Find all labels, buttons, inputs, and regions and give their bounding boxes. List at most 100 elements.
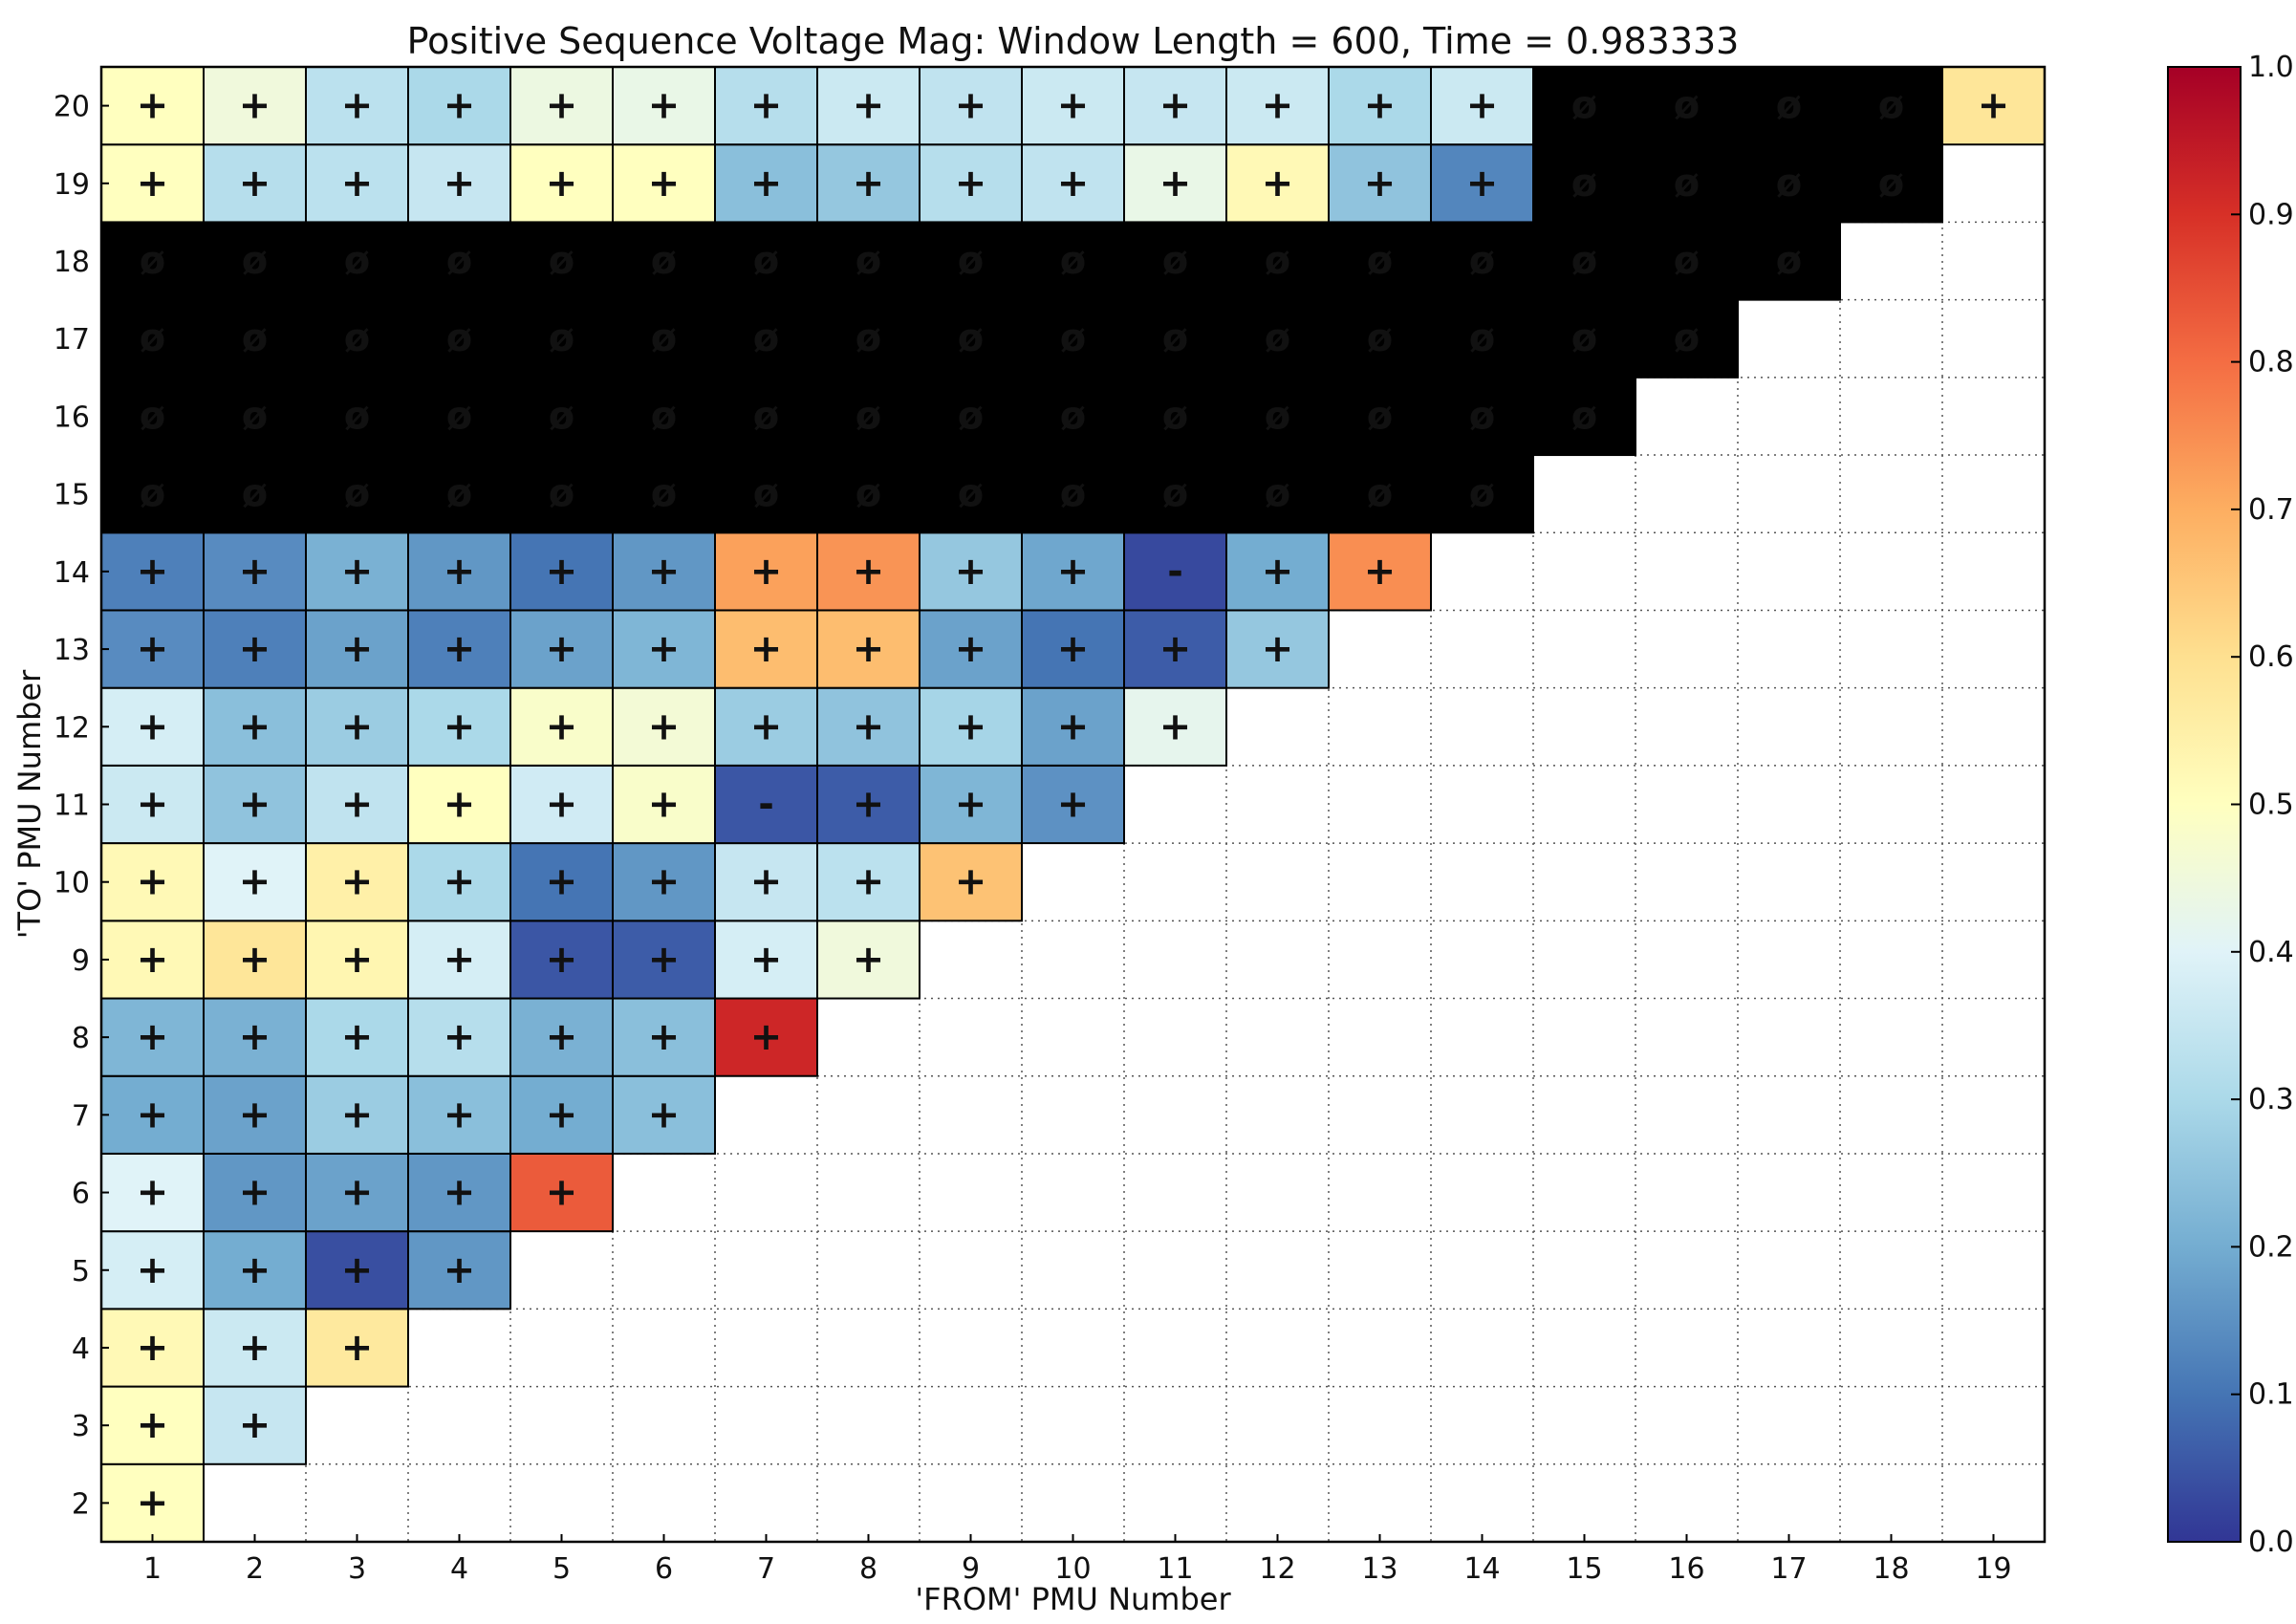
cell-rect [1021, 221, 1125, 301]
x-tick-label: 9 [962, 1552, 980, 1586]
heatmap-cell: + [1123, 66, 1227, 146]
y-tick-label: 9 [72, 944, 90, 978]
heatmap-cell: ø [1737, 221, 1841, 301]
cell-rect [203, 997, 307, 1077]
cell-rect [1635, 298, 1739, 379]
x-tick-label: 3 [348, 1552, 366, 1586]
colorbar-tick-label: 0.3 [2248, 1083, 2294, 1116]
heatmap-cell: + [203, 143, 307, 224]
y-axis-ticks: 2 3 4 5 6 7 8 9 10 11 12 13 14 15 16 17 18 19 20 [54, 91, 109, 1521]
cell-rect [1021, 686, 1125, 767]
heatmap-cell: + [407, 1152, 511, 1233]
heatmap-cell: + [100, 1385, 205, 1465]
heatmap-cell: + [1430, 66, 1534, 146]
cell-sign-symbol: + [546, 550, 578, 594]
cell-empty-symbol: ø [651, 472, 677, 516]
cell-sign-symbol: + [853, 84, 885, 128]
heatmap-cell: + [1021, 609, 1125, 689]
heatmap-cell: ø [305, 298, 409, 379]
heatmap-cell: - [1123, 531, 1227, 612]
cell-rect [1430, 298, 1534, 379]
x-tick-label: 2 [246, 1552, 264, 1586]
cell-rect [714, 66, 818, 146]
heatmap-cell: + [100, 1462, 205, 1543]
heatmap-cell: + [612, 609, 716, 689]
cell-rect [305, 454, 409, 534]
cell-sign-symbol: + [546, 627, 578, 671]
x-tick-label: 6 [655, 1552, 673, 1586]
cell-empty-symbol: ø [446, 394, 472, 438]
cell-sign-symbol: + [239, 1326, 271, 1370]
cell-sign-symbol: + [137, 1248, 169, 1292]
colorbar-tick-label: 0.9 [2248, 198, 2294, 231]
cell-empty-symbol: ø [1265, 239, 1290, 283]
cell-sign-symbol: + [239, 1403, 271, 1447]
x-tick-label: 4 [450, 1552, 468, 1586]
cell-sign-symbol: + [955, 84, 987, 128]
x-axis-label: 'FROM' PMU Number [915, 1581, 1231, 1617]
cell-sign-symbol: + [955, 704, 987, 748]
heatmap-cell: ø [714, 454, 818, 534]
cell-empty-symbol: ø [1776, 84, 1802, 128]
cell-sign-symbol: + [1057, 783, 1090, 827]
heatmap-cell: + [100, 686, 205, 767]
y-tick-label: 12 [54, 711, 90, 745]
cell-rect [509, 997, 614, 1077]
cell-empty-symbol: ø [856, 239, 881, 283]
cell-rect [1737, 143, 1841, 224]
cell-rect [919, 298, 1023, 379]
cell-rect [509, 609, 614, 689]
cell-sign-symbol: + [137, 550, 169, 594]
cell-rect [407, 66, 511, 146]
cell-rect [509, 454, 614, 534]
cell-rect [1123, 454, 1227, 534]
y-axis-label: 'TO' PMU Number [11, 669, 48, 939]
cell-empty-symbol: ø [549, 394, 574, 438]
heatmap-cell: + [612, 997, 716, 1077]
cell-empty-symbol: ø [446, 472, 472, 516]
cell-sign-symbol: + [444, 1248, 476, 1292]
cell-sign-symbol: + [341, 1171, 374, 1215]
heatmap-cell: + [203, 1230, 307, 1310]
cell-rect [1839, 143, 1943, 224]
cell-rect [1225, 454, 1330, 534]
cell-sign-symbol: + [546, 704, 578, 748]
cell-rect [407, 298, 511, 379]
heatmap-cell: + [305, 1230, 409, 1310]
cell-empty-symbol: ø [1571, 84, 1597, 128]
cell-rect [1635, 143, 1739, 224]
heatmap-cell: + [509, 842, 614, 922]
cell-sign-symbol: + [341, 938, 374, 982]
cell-sign-symbol: + [137, 1403, 169, 1447]
cell-sign-symbol: + [444, 1171, 476, 1215]
cell-empty-symbol: ø [1571, 239, 1597, 283]
y-tick-label: 15 [54, 479, 90, 512]
heatmap-cell: + [1123, 143, 1227, 224]
cell-empty-symbol: ø [856, 472, 881, 516]
heatmap-cell: + [1021, 143, 1125, 224]
heatmap-cell: + [509, 143, 614, 224]
heatmap-cell: ø [407, 221, 511, 301]
cell-sign-symbol: + [648, 84, 681, 128]
heatmap-cell: ø [1225, 221, 1330, 301]
heatmap-cell: ø [1123, 221, 1227, 301]
cell-sign-symbol: + [1364, 84, 1397, 128]
heatmap-cell: + [816, 143, 921, 224]
cell-empty-symbol: ø [1776, 239, 1802, 283]
cell-rect [816, 298, 921, 379]
cell-rect [1532, 221, 1636, 301]
heatmap-cell: + [1021, 531, 1125, 612]
heatmap-cell: + [305, 920, 409, 1000]
cell-rect [203, 764, 307, 845]
y-tick-label: 19 [54, 168, 90, 202]
cell-empty-symbol: ø [1674, 84, 1700, 128]
cell-rect [1328, 66, 1432, 146]
heatmap-cell: ø [1430, 221, 1534, 301]
cell-sign-symbol: + [955, 627, 987, 671]
cell-sign-symbol: + [341, 162, 374, 206]
heatmap-cell: ø [1839, 143, 1943, 224]
heatmap-cell: + [305, 997, 409, 1077]
cell-sign-symbol: + [750, 550, 783, 594]
y-tick-label: 20 [54, 91, 90, 124]
